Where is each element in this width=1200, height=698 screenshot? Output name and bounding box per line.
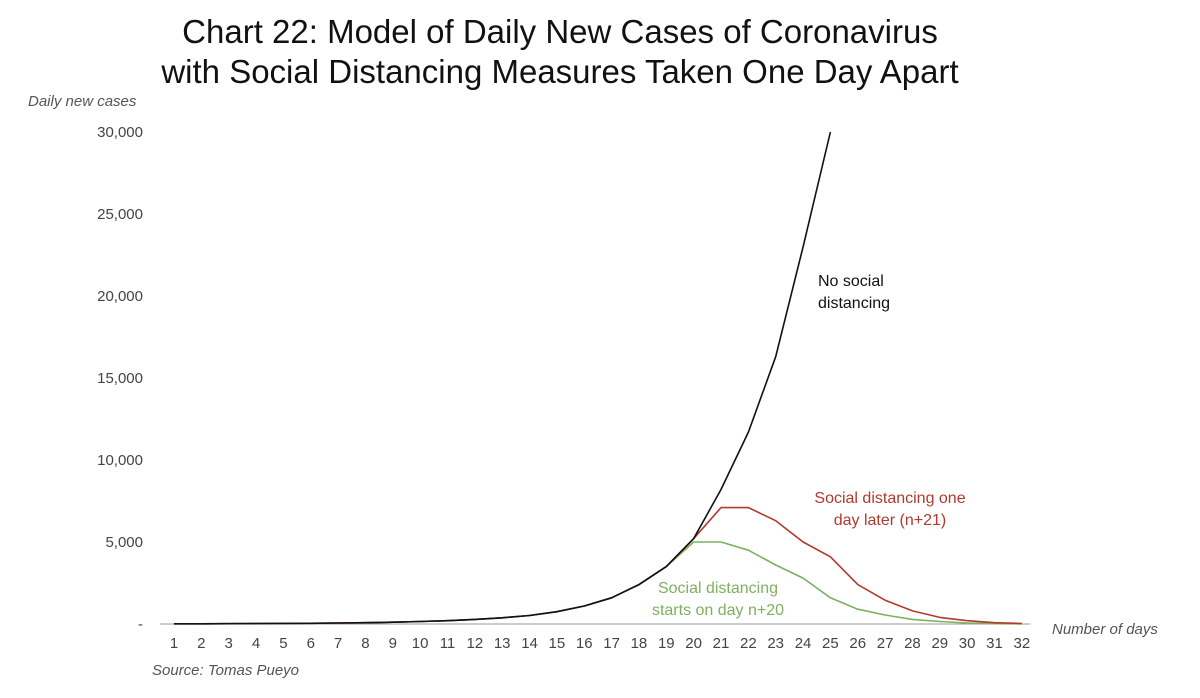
y-tick-label: 5,000: [105, 534, 143, 551]
series-lines: [174, 131, 1022, 625]
x-tick-label: 18: [631, 635, 648, 652]
y-axis-label: Daily new cases: [28, 93, 137, 110]
x-tick-label: 26: [849, 635, 866, 652]
x-tick-label: 22: [740, 635, 757, 652]
y-tick-label: 25,000: [97, 206, 143, 223]
x-tick-label: 28: [904, 635, 921, 652]
x-tick-label: 17: [603, 635, 620, 652]
annotation-2-line-2: day later (n+21): [834, 512, 947, 529]
x-tick-label: 9: [389, 635, 397, 652]
x-tick-label: 10: [412, 635, 429, 652]
y-axis-ticks: - 5,000 10,000 15,000 20,000 25,000 30,000: [97, 124, 143, 633]
chart-title-line-2: with Social Distancing Measures Taken On…: [161, 53, 959, 90]
x-tick-label: 24: [795, 635, 812, 652]
y-tick-label: 15,000: [97, 370, 143, 387]
x-tick-label: 6: [307, 635, 315, 652]
x-tick-label: 12: [467, 635, 484, 652]
x-tick-label: 30: [959, 635, 976, 652]
series-line-1: [174, 131, 832, 625]
x-tick-label: 7: [334, 635, 342, 652]
y-tick-label: -: [138, 616, 143, 633]
y-tick-label: 30,000: [97, 124, 143, 141]
x-tick-label: 3: [225, 635, 233, 652]
x-tick-label: 27: [877, 635, 894, 652]
x-tick-label: 23: [767, 635, 784, 652]
x-tick-label: 20: [685, 635, 702, 652]
series-line-3: [174, 541, 1022, 625]
x-tick-label: 32: [1014, 635, 1031, 652]
x-tick-label: 19: [658, 635, 675, 652]
annotations: No social distancing Social distancing one…: [652, 273, 966, 619]
annotation-3-line-2: starts on day n+20: [652, 602, 784, 619]
x-tick-label: 25: [822, 635, 839, 652]
annotation-3-line-1: Social distancing: [658, 580, 778, 597]
x-tick-label: 31: [986, 635, 1003, 652]
x-tick-label: 1: [170, 635, 178, 652]
x-tick-label: 16: [576, 635, 593, 652]
x-tick-label: 14: [521, 635, 538, 652]
x-tick-label: 21: [713, 635, 730, 652]
annotation-1-line-2: distancing: [818, 295, 890, 312]
x-tick-label: 13: [494, 635, 511, 652]
x-tick-label: 15: [549, 635, 566, 652]
source-note: Source: Tomas Pueyo: [152, 662, 300, 679]
chart-title-line-1: Chart 22: Model of Daily New Cases of Co…: [182, 13, 938, 50]
x-tick-label: 5: [279, 635, 287, 652]
x-axis-label: Number of days: [1052, 621, 1158, 638]
annotation-2-line-1: Social distancing one: [814, 490, 965, 507]
x-axis-ticks: 1 2 3 4 5 6 7 8 9 10 11 12 13 14 15 16 17 18 19 20 21 22 23 24 2…: [170, 635, 1030, 652]
x-tick-label: 29: [931, 635, 948, 652]
y-tick-label: 10,000: [97, 452, 143, 469]
annotation-1-line-1: No social: [818, 273, 884, 290]
x-tick-label: 8: [361, 635, 369, 652]
x-tick-label: 11: [440, 635, 456, 652]
y-tick-label: 20,000: [97, 288, 143, 305]
chart-title: Chart 22: Model of Daily New Cases of Co…: [0, 12, 1120, 92]
x-tick-label: 2: [197, 635, 205, 652]
x-tick-label: 4: [252, 635, 260, 652]
